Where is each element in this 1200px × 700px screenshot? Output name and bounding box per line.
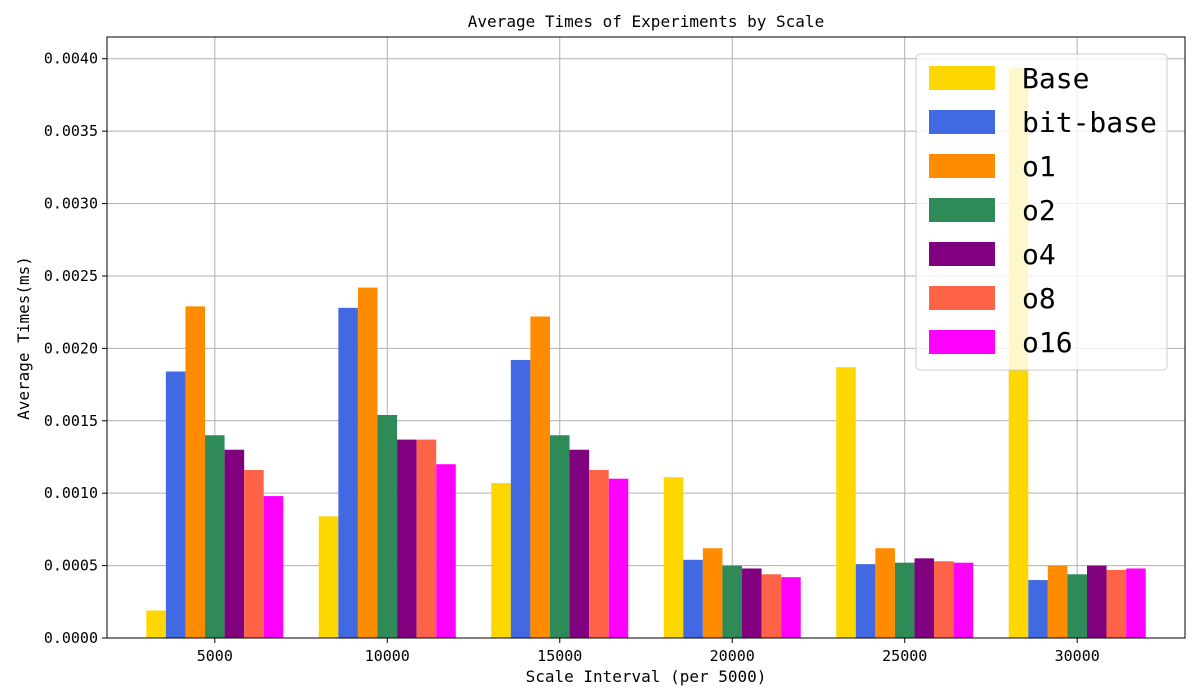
x-tick-label: 5000 [197, 647, 233, 665]
y-tick-label: 0.0010 [44, 484, 98, 502]
legend-swatch-Base [929, 66, 995, 90]
bar-o4-30000 [1086, 565, 1107, 638]
bar-o2-15000 [549, 435, 570, 638]
y-tick-label: 0.0005 [44, 557, 98, 575]
legend-swatch-o8 [929, 286, 995, 310]
bar-o8-20000 [761, 574, 782, 638]
bar-o4-10000 [397, 439, 417, 638]
bar-o1-20000 [702, 548, 723, 638]
bar-Base-5000 [146, 610, 166, 638]
bar-o8-30000 [1106, 569, 1127, 638]
bar-o16-5000 [263, 496, 284, 638]
bar-o2-25000 [894, 562, 915, 638]
y-tick-label: 0.0035 [44, 122, 98, 140]
bar-bit-base-30000 [1028, 580, 1048, 638]
bar-bit-base-20000 [683, 559, 703, 638]
bar-bit-base-25000 [855, 564, 876, 638]
legend-label-Base: Base [1022, 62, 1089, 95]
x-tick-label: 10000 [365, 647, 410, 665]
y-tick-label: 0.0040 [44, 50, 98, 68]
legend-label-o16: o16 [1022, 326, 1073, 359]
legend-swatch-o2 [929, 198, 995, 222]
bar-o16-15000 [608, 478, 629, 638]
ticks-layer: 0.0000 0.0005 0.0010 0.0015 0.0020 0.0025 0.00… [44, 50, 1100, 665]
legend-label-bit-base: bit-base [1022, 106, 1157, 139]
y-tick-label: 0.0030 [44, 195, 98, 213]
legend: Base bit-base o1 o2 o4 o8 o16 [915, 53, 1168, 371]
x-tick-label: 15000 [537, 647, 582, 665]
bar-o4-5000 [224, 449, 245, 638]
bars-layer [146, 67, 1146, 638]
legend-label-o2: o2 [1022, 194, 1056, 227]
legend-swatch-o16 [929, 330, 995, 354]
bar-o16-30000 [1126, 568, 1146, 638]
y-axis-label: Average Times(ms) [14, 256, 33, 420]
bar-o8-10000 [416, 439, 437, 638]
legend-swatch-bit-base [929, 110, 995, 134]
bar-o1-25000 [875, 548, 895, 638]
bar-bit-base-10000 [338, 307, 358, 638]
bar-o1-10000 [357, 287, 378, 638]
bar-bit-base-5000 [165, 371, 186, 638]
bar-o2-20000 [722, 565, 743, 638]
legend-label-o1: o1 [1022, 150, 1056, 183]
y-tick-label: 0.0000 [44, 629, 98, 647]
bar-Base-15000 [491, 483, 511, 638]
chart-title: Average Times of Experiments by Scale [468, 12, 824, 31]
bar-o8-5000 [244, 470, 264, 638]
bar-o1-15000 [530, 316, 550, 638]
bar-o2-30000 [1067, 574, 1087, 638]
legend-label-o8: o8 [1022, 282, 1056, 315]
bar-bit-base-15000 [510, 359, 531, 638]
y-tick-label: 0.0015 [44, 412, 98, 430]
x-tick-label: 30000 [1055, 647, 1100, 665]
x-tick-label: 25000 [882, 647, 927, 665]
bar-o4-25000 [914, 558, 935, 638]
bar-o1-5000 [185, 306, 206, 638]
bar-o2-5000 [205, 435, 225, 638]
legend-swatch-o4 [929, 242, 995, 266]
bar-o4-20000 [742, 568, 762, 638]
bar-o4-15000 [569, 449, 590, 638]
grid-layer [107, 37, 1185, 639]
bar-o8-25000 [934, 561, 954, 638]
bar-Base-10000 [318, 516, 339, 638]
bar-o2-10000 [377, 414, 398, 638]
y-tick-label: 0.0025 [44, 267, 98, 285]
bar-o8-15000 [589, 470, 609, 638]
x-tick-label: 20000 [710, 647, 755, 665]
legend-label-o4: o4 [1022, 238, 1056, 271]
bar-o16-20000 [781, 577, 801, 638]
bar-o16-25000 [953, 562, 974, 638]
plot-frame [106, 36, 1186, 639]
bar-Base-25000 [836, 367, 856, 638]
bar-Base-20000 [663, 477, 684, 638]
x-axis-label: Scale Interval (per 5000) [526, 667, 767, 686]
bar-o1-30000 [1047, 565, 1068, 638]
bar-o16-10000 [436, 464, 456, 638]
y-tick-label: 0.0020 [44, 339, 98, 357]
legend-swatch-o1 [929, 154, 995, 178]
